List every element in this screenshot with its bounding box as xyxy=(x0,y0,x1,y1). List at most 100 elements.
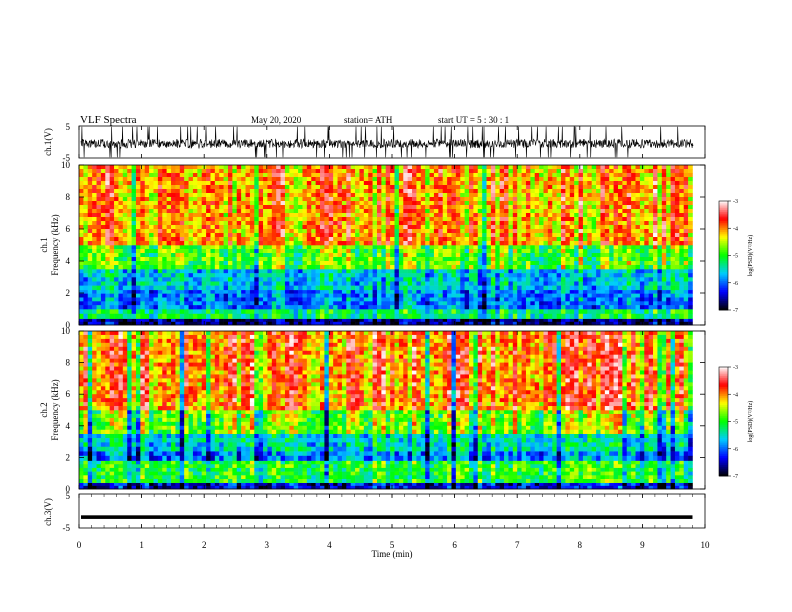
spectrogram-cell xyxy=(140,257,146,262)
spectrogram-cell xyxy=(688,249,693,254)
spectrogram-cell xyxy=(363,301,369,306)
spectrogram-cell xyxy=(87,257,93,262)
spectrogram-cell xyxy=(87,281,93,286)
spectrogram-cell xyxy=(162,269,167,274)
spectrogram-cell xyxy=(582,201,588,206)
spectrogram-cell xyxy=(333,261,338,266)
spectrogram-cell xyxy=(666,193,671,198)
spectrogram-cell xyxy=(171,165,176,170)
spectrogram-cell xyxy=(149,217,154,222)
spectrogram-cell xyxy=(543,249,549,254)
spectrogram-cell xyxy=(263,313,268,319)
spectrogram-cell xyxy=(206,269,211,274)
spectrogram-cell xyxy=(245,289,251,294)
spectrogram-cell xyxy=(179,189,185,194)
spectrogram-cell xyxy=(153,285,159,291)
spectrogram-cell xyxy=(227,205,233,210)
spectrogram-cell xyxy=(157,305,163,310)
spectrogram-cell xyxy=(201,273,207,278)
spectrogram-cell xyxy=(688,261,693,266)
spectrogram-cell xyxy=(591,177,597,182)
spectrogram-cell xyxy=(622,301,628,306)
spectrogram-cell xyxy=(245,181,251,186)
spectrogram-cell xyxy=(587,309,592,315)
spectrogram-cell xyxy=(223,181,229,186)
spectrogram-cell xyxy=(587,217,592,222)
spectrogram-cell xyxy=(284,261,290,266)
spectrogram-cell xyxy=(582,293,588,298)
spectrogram-cell xyxy=(131,265,137,270)
spectrogram-cell xyxy=(350,177,356,182)
spectrogram-cell xyxy=(635,285,641,291)
spectrogram-cell xyxy=(214,277,220,282)
spectrogram-cell xyxy=(127,221,132,226)
spectrogram-cell xyxy=(249,257,255,262)
spectrogram-cell xyxy=(302,261,308,266)
spectrogram-cell xyxy=(451,297,457,302)
spectrogram-cell xyxy=(135,309,141,315)
spectrogram-cell xyxy=(543,173,549,178)
spectrogram-cell xyxy=(359,249,365,254)
ch1-waveform-panel: 5 -5 ch.1(V) xyxy=(43,122,706,163)
spectrogram-cell xyxy=(87,273,93,278)
spectrogram-cell xyxy=(249,321,255,326)
spectrogram-cell xyxy=(469,285,474,291)
spectrogram-cell xyxy=(539,301,544,306)
spectrogram-cell xyxy=(118,318,124,323)
spectrogram-cell xyxy=(210,185,216,190)
spectrogram-cell xyxy=(118,185,124,190)
spectrogram-cell xyxy=(214,189,220,194)
spectrogram-cell xyxy=(644,209,649,214)
spectrogram-cell xyxy=(600,197,606,202)
spectrogram-cell xyxy=(561,185,566,190)
spectrogram-cell xyxy=(289,225,295,230)
spectrogram-cell xyxy=(254,277,259,282)
spectrogram-cell xyxy=(118,313,124,319)
spectrogram-cell xyxy=(359,305,365,310)
spectrogram-cell xyxy=(407,249,413,254)
spectrogram-cell xyxy=(661,318,667,323)
spectrogram-cell xyxy=(149,289,154,294)
spectrogram-cell xyxy=(171,189,176,194)
spectrogram-cell xyxy=(604,197,610,202)
spectrogram-cell xyxy=(175,261,181,266)
spectrogram-cell xyxy=(425,285,430,291)
spectrogram-cell xyxy=(315,269,321,274)
spectrogram-cell xyxy=(381,305,387,310)
spectrogram-cell xyxy=(315,225,321,230)
spectrogram-cell xyxy=(670,209,676,214)
spectrogram-cell xyxy=(429,313,435,319)
spectrogram-cell xyxy=(210,301,216,306)
spectrogram-cell xyxy=(447,261,452,266)
spectrogram-cell xyxy=(337,305,343,310)
spectrogram-cell xyxy=(512,289,518,294)
spectrogram-cell xyxy=(683,201,689,206)
spectrogram-cell xyxy=(271,261,277,266)
spectrogram-cell xyxy=(201,301,207,306)
spectrogram-cell xyxy=(596,221,601,226)
spectrogram-cell xyxy=(539,305,544,310)
spectrogram-cell xyxy=(92,217,97,222)
spectrogram-cell xyxy=(390,197,395,202)
spectrogram-cell xyxy=(219,189,224,194)
spectrogram-cell xyxy=(284,273,290,278)
spectrogram-cell xyxy=(210,285,216,291)
spectrogram-cell xyxy=(346,197,351,202)
spectrogram-cell xyxy=(644,301,649,306)
spectrogram-cell xyxy=(276,289,281,294)
spectrogram-cell xyxy=(486,177,492,182)
spectrogram-cell xyxy=(460,221,465,226)
spectrogram-cell xyxy=(267,185,273,190)
spectrogram-cell xyxy=(188,285,194,291)
spectrogram-cell xyxy=(87,301,93,306)
spectrogram-cell xyxy=(688,321,693,326)
spectrogram-cell xyxy=(337,281,343,286)
spectrogram-cell xyxy=(355,193,360,198)
spectrogram-cell xyxy=(144,221,150,226)
spectrogram-cell xyxy=(87,169,93,174)
spectrogram-cell xyxy=(469,177,474,182)
spectrogram-cell xyxy=(661,285,667,291)
spectrogram-cell xyxy=(381,209,387,214)
spectrogram-cell xyxy=(135,173,141,178)
spectrogram-cell xyxy=(368,313,373,319)
